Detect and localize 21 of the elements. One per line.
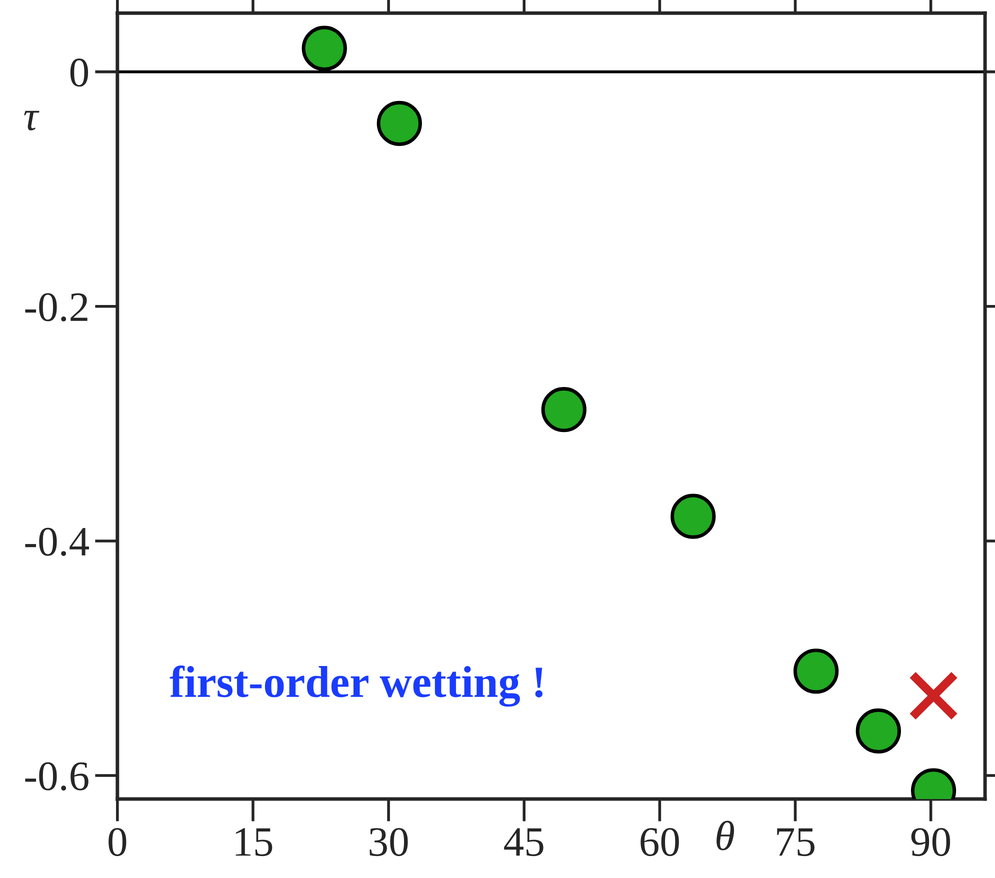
x-tick-label: 60 <box>640 828 679 856</box>
x-tick-label: 45 <box>504 828 544 856</box>
x-tick-label: 75 <box>777 828 814 856</box>
point <box>856 708 901 754</box>
annotation: first-order wetting ! <box>170 666 542 707</box>
point <box>302 26 347 71</box>
x-tick-label: 0 <box>108 828 126 856</box>
point <box>908 670 959 721</box>
point <box>670 494 716 539</box>
point <box>376 100 422 146</box>
y-tick-label: 0 <box>70 58 88 87</box>
y-tick-label: -0.6 <box>25 762 88 791</box>
x-axis-title: θ <box>716 820 734 850</box>
point <box>793 648 839 694</box>
point <box>541 387 586 432</box>
y-tick-label: -0.4 <box>25 528 89 556</box>
x-tick-label: 15 <box>236 828 272 856</box>
x-tick-label: 90 <box>911 828 950 856</box>
y-tick-label: -0.2 <box>25 293 88 322</box>
x-tick-label: 30 <box>370 828 408 856</box>
y-axis-title: τ <box>24 110 40 130</box>
